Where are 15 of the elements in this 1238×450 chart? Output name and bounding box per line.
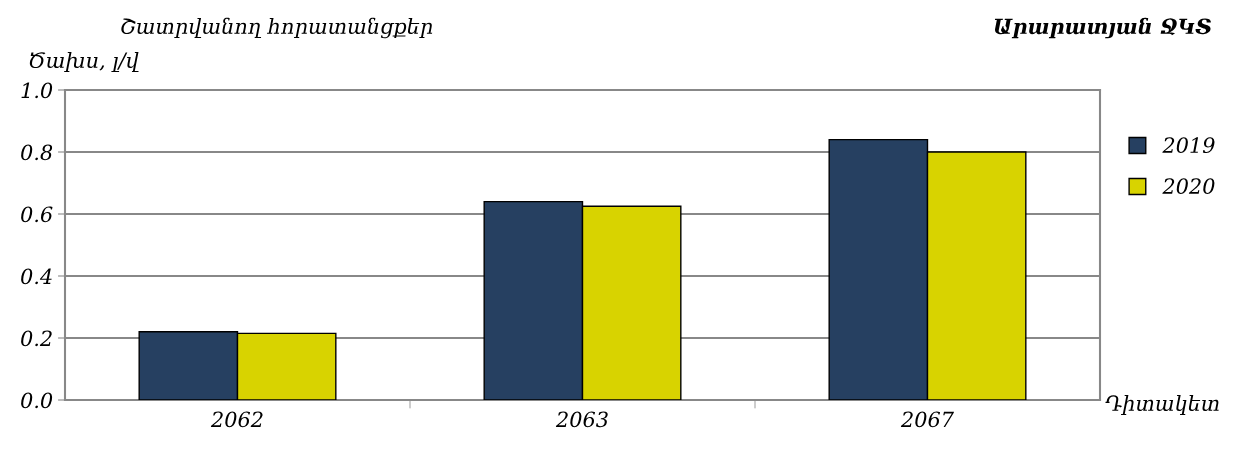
x-tick-label: 2067: [900, 411, 954, 428]
x-tick-label: 2063: [555, 411, 608, 428]
chart-subtitle: Արարատյան ՋԿՏ: [994, 17, 1211, 39]
y-tick-label: 0.4: [21, 268, 52, 285]
y-tick-label: 0.0: [21, 392, 53, 409]
y-tick-label: 1.0: [21, 82, 53, 99]
y-tick-label: 0.2: [21, 330, 52, 347]
chart-title: Շատրվանող հորատանցքեր: [121, 17, 433, 39]
legend-label: 2019: [1162, 137, 1215, 154]
x-axis-title: Դիտակետ: [1105, 394, 1219, 416]
y-tick-label: 0.6: [21, 206, 53, 223]
legend-label: 2020: [1162, 178, 1215, 195]
y-tick-label: 0.8: [21, 144, 53, 161]
y-axis-title: Ծախս, լ/վ: [29, 51, 139, 73]
x-tick-label: 2062: [210, 411, 263, 428]
